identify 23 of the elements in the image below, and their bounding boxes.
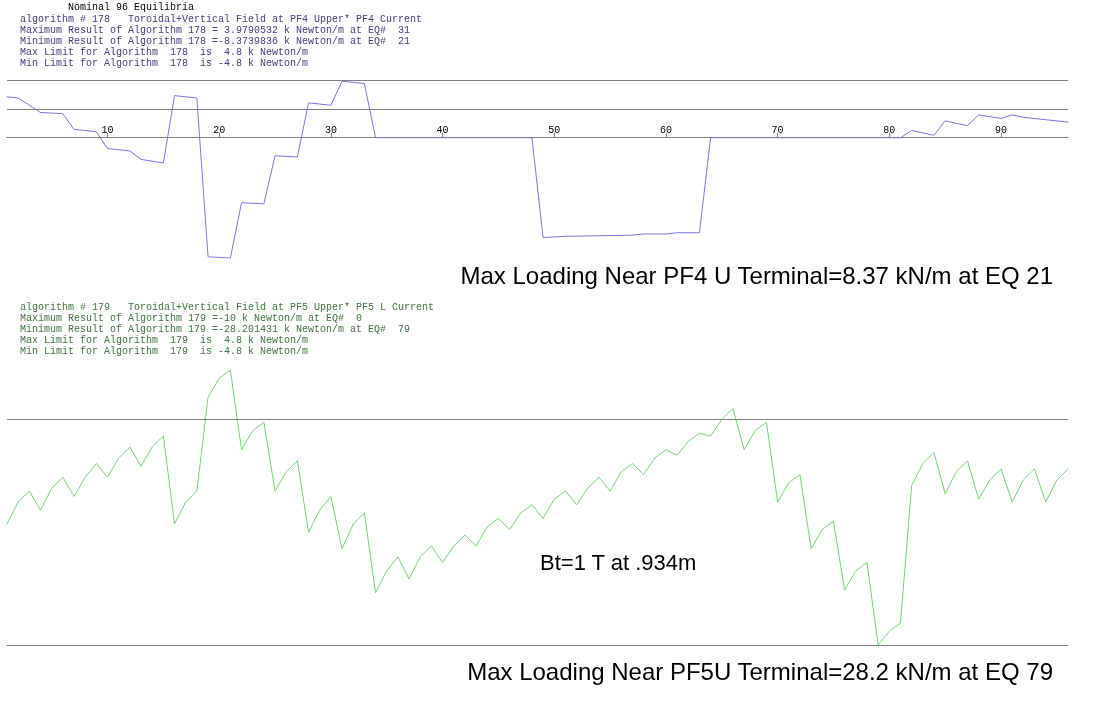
text: Max Loading Near PF4 U Terminal=8.37 kN/m at EQ 21 — [460, 262, 1053, 290]
text: Minimum Result of Algorithm 178 =-8.3739836 k Newton/m at EQ# 21 — [20, 36, 411, 47]
text: algorithm # 178 Toroidal+Vertical Field at PF4 Upper* PF4 Current — [20, 14, 423, 25]
x-tick-label: 70 — [771, 125, 784, 137]
annotation: Bt=1 T at .934m — [540, 550, 697, 576]
text: Max Limit for Algorithm 178 is 4.8 k Newton/m — [20, 47, 309, 58]
x-tick-label: 90 — [994, 125, 1007, 137]
x-tick-label: 80 — [883, 125, 896, 137]
x-tick-label: 40 — [436, 125, 449, 137]
text: Min Limit for Algorithm 179 is -4.8 k Newton/m — [20, 346, 309, 357]
chart-title: Nominal 96 Equilibria — [68, 2, 195, 13]
text: algorithm # 179 Toroidal+Vertical Field at PF5 Upper* PF5 L Current — [20, 302, 435, 313]
x-tick-label: 20 — [213, 125, 226, 137]
x-tick-label: 60 — [659, 125, 672, 137]
text: Maximum Result of Algorithm 178 = 3.9790532 k Newton/m at EQ# 31 — [20, 25, 411, 36]
text: Max Limit for Algorithm 179 is 4.8 k Newton/m — [20, 335, 309, 346]
x-tick-label: 50 — [548, 125, 561, 137]
text: Min Limit for Algorithm 178 is -4.8 k Newton/m — [20, 58, 309, 69]
text: Max Loading Near PF5U Terminal=28.2 kN/m at EQ 79 — [467, 658, 1053, 686]
x-tick-label: 10 — [101, 125, 114, 137]
text: Minimum Result of Algorithm 179 =-28.201431 k Newton/m at EQ# 79 — [20, 324, 411, 335]
x-tick-label: 30 — [324, 125, 337, 137]
text: Maximum Result of Algorithm 179 =-10 k Newton/m at EQ# 0 — [20, 313, 363, 324]
